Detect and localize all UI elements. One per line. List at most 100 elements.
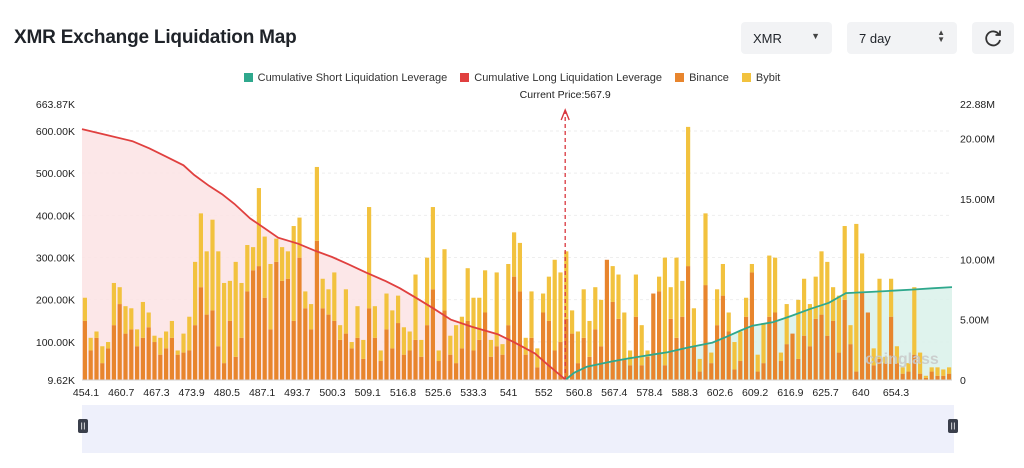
x-tick-label: 487.1 [249,387,275,399]
bar-binance [842,299,847,380]
bar-bybit [871,348,876,366]
bar-bybit [767,255,772,317]
bar-binance [384,329,389,380]
bar-bybit [123,306,128,334]
bar-binance [280,280,285,380]
symbol-select[interactable]: XMR ▼ [741,22,832,54]
bar-binance [929,371,934,380]
bar-bybit [657,276,662,292]
bar-binance [836,352,841,380]
period-select[interactable]: 7 day ▲ ▼ [847,22,957,54]
x-tick-label: 509.1 [355,387,381,399]
bar-binance [338,339,343,380]
bar-binance [477,339,482,380]
y-right-tick-label: 0 [960,375,966,387]
x-tick-label: 640 [852,387,870,399]
x-tick-label: 480.5 [214,387,240,399]
bar-binance [106,348,111,380]
x-tick-label: 533.3 [460,387,486,399]
bar-bybit [448,335,453,355]
bar-bybit [187,316,192,351]
bar-bybit [912,287,917,355]
bar-binance [419,356,424,380]
bar-bybit [894,346,899,364]
bar-bybit [314,166,319,241]
refresh-icon [985,30,1001,47]
bar-binance [361,358,366,380]
legend-item-bybit[interactable]: Bybit [741,72,780,84]
bar-bybit [848,325,853,345]
bar-binance [616,318,621,380]
x-tick-label: 516.8 [390,387,416,399]
bar-bybit [158,337,163,355]
bar-bybit [378,350,383,362]
bar-binance [309,329,314,380]
bar-bybit [309,304,314,330]
bar-binance [889,316,894,380]
bar-binance [227,320,232,380]
bar-binance [396,323,401,380]
bar-bybit [129,308,134,330]
bar-bybit [709,352,714,364]
bar-binance [123,333,128,380]
bar-bybit [285,251,290,279]
legend-swatch [741,73,751,82]
bar-binance [332,320,337,380]
bar-binance [517,291,522,380]
bar-bybit [506,263,511,326]
bar-bybit [738,331,743,362]
bar-bybit [807,304,812,347]
bar-binance [790,333,795,380]
bar-binance [674,337,679,380]
legend-item-short[interactable]: Cumulative Short Liquidation Leverage [243,72,448,84]
bar-bybit [761,323,766,364]
legend-item-long[interactable]: Cumulative Long Liquidation Leverage [460,72,662,84]
bar-bybit [135,329,140,347]
bar-binance [465,320,470,380]
bar-binance [691,346,696,380]
bar-bybit [831,287,836,321]
bar-bybit [906,363,911,372]
range-slider-handle-right[interactable] [948,419,958,433]
bar-binance [784,344,789,380]
legend-label: Cumulative Short Liquidation Leverage [257,72,448,84]
bar-bybit [645,350,650,357]
bar-binance [251,270,256,380]
bar-bybit [610,266,615,302]
bar-bybit [784,304,789,345]
bar-binance [935,375,940,380]
bar-binance [436,361,441,380]
bar-bybit [407,331,412,351]
bar-bybit [941,369,946,376]
bar-bybit [819,251,824,315]
bar-bybit [883,356,888,364]
short-cumulative-area [565,287,952,380]
bar-binance [860,291,865,380]
range-slider-handle-left[interactable] [78,419,88,433]
bar-bybit [245,245,250,292]
bar-bybit [216,251,221,347]
x-tick-label: 560.8 [566,387,592,399]
bar-bybit [483,270,488,313]
refresh-button[interactable] [972,22,1014,54]
up-down-arrows-icon: ▲ ▼ [937,28,945,44]
bar-bybit [117,287,122,305]
bar-binance [262,297,267,380]
chart-legend: Cumulative Short Liquidation Leverage Cu… [0,72,1024,84]
bar-bybit [616,274,621,319]
legend-item-binance[interactable]: Binance [675,72,729,84]
bar-binance [541,312,546,380]
bar-binance [401,354,406,380]
y-right-tick-label: 5.00M [960,315,989,327]
x-tick-label: 541 [500,387,518,399]
bar-bybit [169,320,174,338]
bar-binance [367,308,372,380]
bar-bybit [500,344,505,355]
x-tick-label: 473.9 [179,387,205,399]
y-left-tick-label: 500.00K [36,168,75,180]
legend-label: Binance [689,72,729,84]
bar-bybit [198,213,203,288]
bar-bybit [181,333,186,353]
bar-bybit [842,226,847,300]
